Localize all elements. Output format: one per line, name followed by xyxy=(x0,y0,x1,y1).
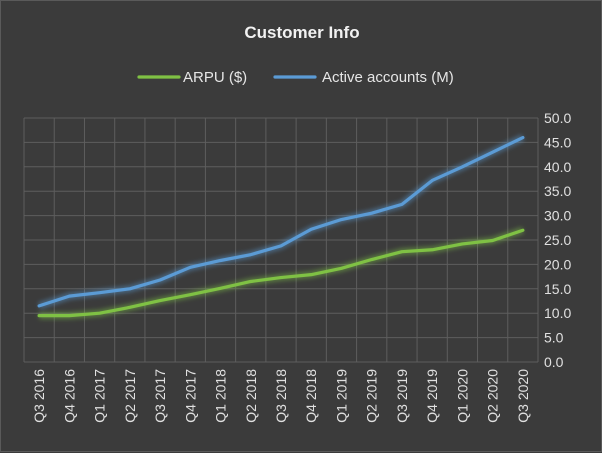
y-tick-label: 5.0 xyxy=(544,330,564,346)
x-tick-label: Q1 2020 xyxy=(454,369,470,423)
x-tick-label: Q1 2019 xyxy=(333,369,349,423)
y-tick-label: 20.0 xyxy=(544,256,571,272)
x-axis: Q3 2016 Q4 2016 Q1 2017 Q2 2017 Q3 2017 Q4 20… xyxy=(31,369,531,423)
x-tick-label: Q2 2017 xyxy=(122,369,138,423)
x-tick-label: Q4 2018 xyxy=(303,369,319,423)
legend: ARPU ($) Active accounts (M) xyxy=(139,69,454,86)
x-tick-label: Q2 2020 xyxy=(485,369,501,423)
x-tick-label: Q2 2018 xyxy=(243,369,259,423)
y-tick-label: 10.0 xyxy=(544,305,571,321)
y-tick-label: 40.0 xyxy=(544,159,571,175)
x-tick-label: Q3 2016 xyxy=(31,369,47,423)
x-tick-label: Q4 2019 xyxy=(424,369,440,423)
x-tick-label: Q3 2017 xyxy=(152,369,168,423)
x-tick-label: Q4 2017 xyxy=(182,369,198,423)
x-tick-label: Q1 2018 xyxy=(213,369,229,423)
chart-title: Customer Info xyxy=(244,23,359,42)
x-tick-label: Q4 2016 xyxy=(61,369,77,423)
y-tick-label: 15.0 xyxy=(544,281,571,297)
y-tick-label: 45.0 xyxy=(544,134,571,150)
y-tick-label: 0.0 xyxy=(544,354,564,370)
y-axis: 0.0 5.0 10.0 15.0 20.0 25.0 30.0 35.0 40.0 45.0 50… xyxy=(544,110,571,370)
legend-label: ARPU ($) xyxy=(183,69,247,86)
x-tick-label: Q3 2020 xyxy=(515,369,531,423)
gridlines xyxy=(24,118,538,362)
y-tick-label: 35.0 xyxy=(544,183,571,199)
x-tick-label: Q2 2019 xyxy=(364,369,380,423)
x-tick-label: Q3 2018 xyxy=(273,369,289,423)
x-tick-label: Q1 2017 xyxy=(92,369,108,423)
y-tick-label: 25.0 xyxy=(544,232,571,248)
legend-label: Active accounts (M) xyxy=(322,69,454,86)
y-tick-label: 50.0 xyxy=(544,110,571,126)
y-tick-label: 30.0 xyxy=(544,208,571,224)
x-tick-label: Q3 2019 xyxy=(394,369,410,423)
